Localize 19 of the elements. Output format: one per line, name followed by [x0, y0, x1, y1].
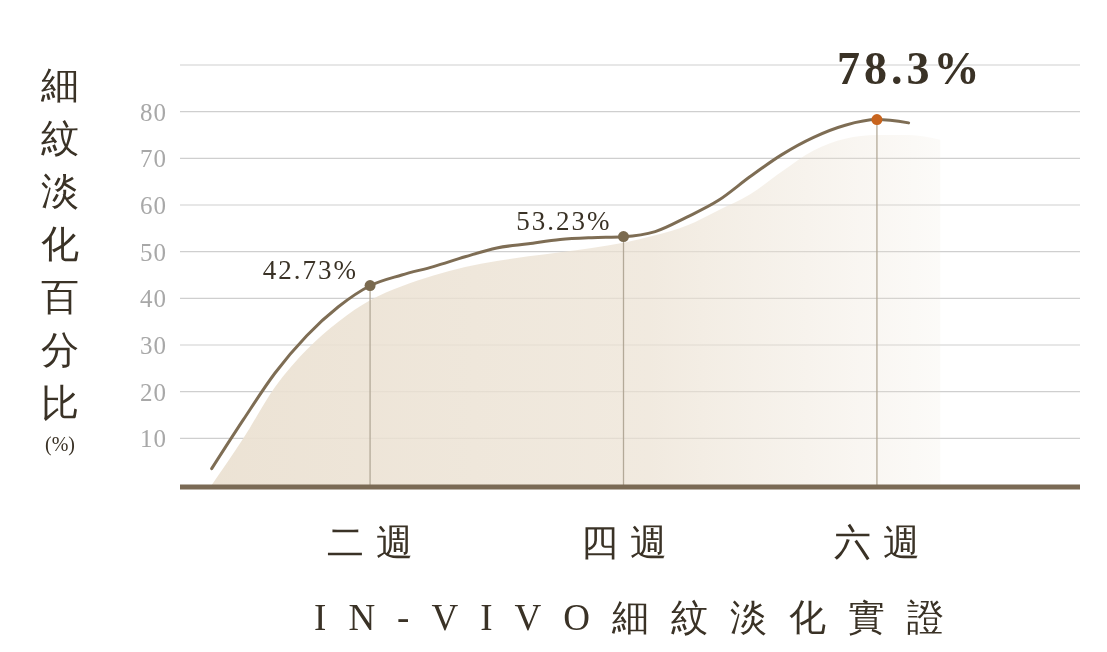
text: IN-VIVO細紋淡化實證 [314, 597, 966, 638]
y-tick-label: 80 [140, 98, 167, 126]
y-axis-title: 細紋淡化百分比(%) [40, 64, 79, 456]
data-label: 42.73% [262, 254, 359, 285]
data-label: 53.23% [516, 205, 612, 236]
point [871, 114, 883, 126]
x-tick-label: 六週 [833, 522, 932, 563]
y-tick-label: 10 [140, 425, 167, 453]
y-tick-label: 50 [140, 238, 167, 266]
point [618, 231, 629, 243]
y-tick-label: 70 [140, 145, 167, 173]
x-tick-label: 四週 [580, 522, 679, 563]
data-label: 78.3% [836, 42, 984, 94]
y-tick-label: 20 [140, 378, 167, 406]
y-tick-label: 30 [140, 332, 167, 359]
y-tick-label: 60 [140, 192, 167, 219]
point [364, 280, 376, 292]
x-tick-label: 二週 [327, 522, 426, 563]
y-tick-label: 40 [140, 285, 167, 313]
